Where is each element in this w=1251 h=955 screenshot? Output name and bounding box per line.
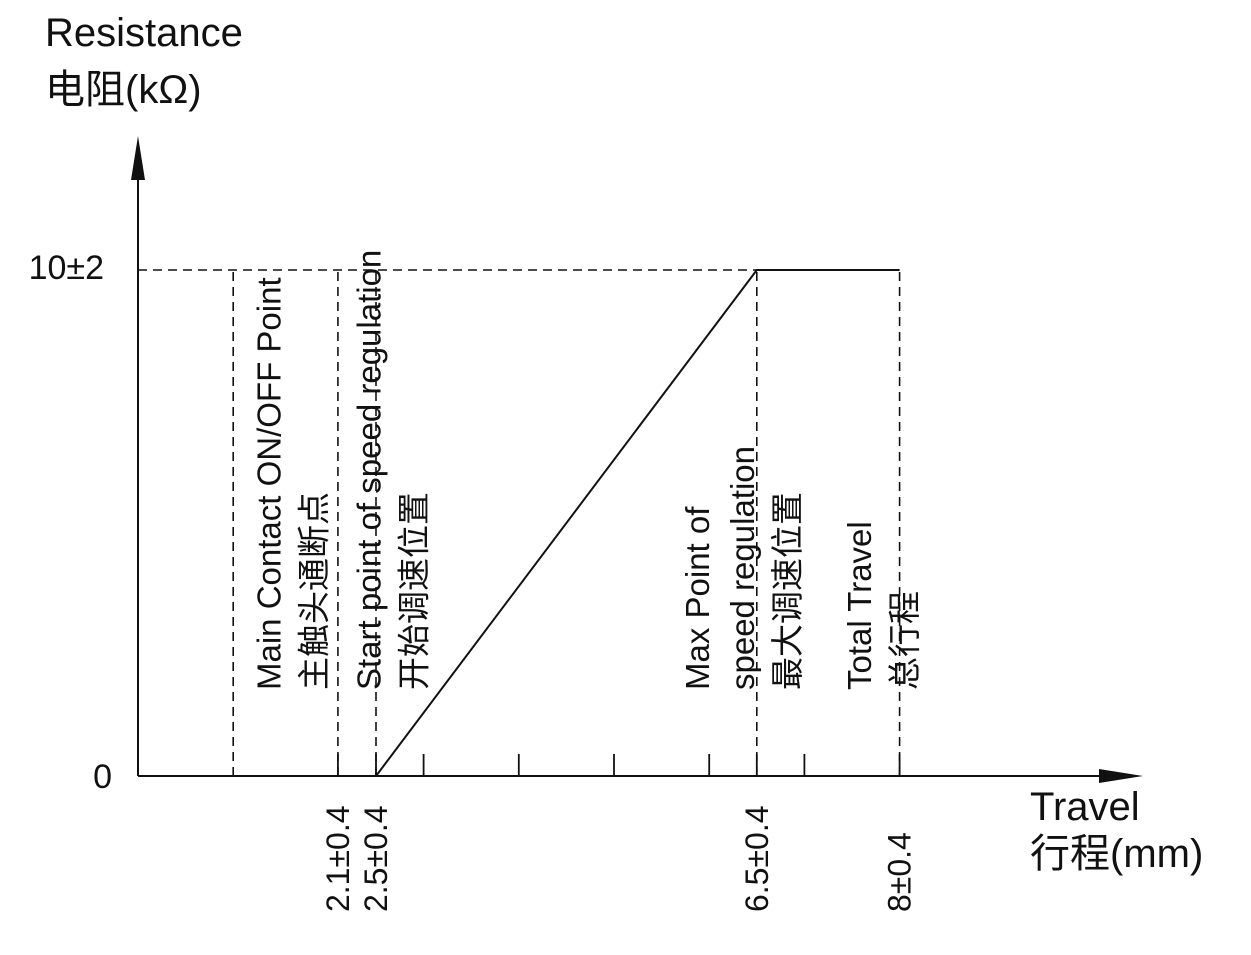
y-axis-title-line-2: 电阻(kΩ) [45, 68, 202, 112]
x-axis-title-line-1: Travel [1030, 785, 1140, 829]
x-axis-title-line-2: 行程(mm) [1030, 832, 1203, 876]
plot-layer: 2.1±0.4 2.5±0.4 6.5±0.4 8±0.4 Main Contact O… [138, 250, 923, 912]
x-tick-label-3: 8±0.4 [882, 832, 918, 912]
x-tick-label-1: 2.5±0.4 [358, 805, 394, 912]
annotation-0-line-0: Main Contact ON/OFF Point [251, 277, 288, 690]
annotation-3-line-0: Total Travel [841, 521, 878, 690]
annotation-1-line-1: 开始调速位置 [396, 492, 433, 690]
annotation-2-line-2: 最大调速位置 [769, 492, 806, 690]
y-axis-arrow [131, 136, 145, 180]
annotation-1-line-0: Start point of speed regulation [351, 250, 388, 690]
x-tick-label-2: 6.5±0.4 [739, 805, 775, 912]
x-tick-label-0: 2.1±0.4 [320, 805, 356, 912]
y-tick-label-10: 10±2 [29, 249, 104, 287]
y-tick-label-0: 0 [93, 758, 112, 796]
annotation-0-line-1: 主触头通断点 [296, 492, 333, 690]
series-line-0 [375, 269, 900, 777]
y-axis-title-line-1: Resistance [45, 11, 243, 55]
annotation-2-line-1: speed regulation [724, 446, 761, 690]
x-axis-arrow [1099, 769, 1143, 783]
annotation-3-line-1: 总行程 [886, 591, 923, 690]
annotation-2-line-0: Max Point of [679, 506, 716, 690]
